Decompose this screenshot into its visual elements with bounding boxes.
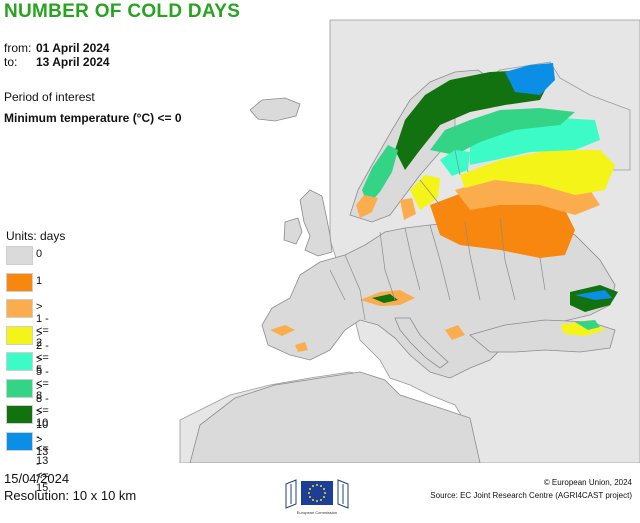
period-from: from: 01 April 2024 <box>4 41 110 55</box>
legend-label: > 2 - <= 5 <box>36 327 49 376</box>
legend-label: > 1 - <= 2 <box>36 301 49 349</box>
legend-units: Units: days <box>6 229 66 243</box>
legend-swatch <box>6 299 33 318</box>
legend-swatch <box>6 352 33 371</box>
period-to: to: 13 April 2024 <box>4 55 110 69</box>
italy <box>394 317 449 369</box>
legend-swatch <box>6 378 33 398</box>
issue-date: 15/04/2024 <box>4 471 70 486</box>
interest-label: Period of interest <box>4 90 95 104</box>
cold-days-map <box>179 19 640 463</box>
country-borders <box>329 149 546 321</box>
legend-swatch <box>6 431 33 451</box>
ireland <box>283 217 303 245</box>
legend-swatch <box>6 405 33 424</box>
legend-label: > 13 - <= 15 <box>36 433 49 494</box>
great-britain <box>299 189 333 257</box>
cold-day-fields <box>270 63 618 352</box>
legend-label: > 5 - <= 8 <box>36 354 49 402</box>
north-africa <box>189 371 481 463</box>
iceland <box>249 97 301 122</box>
from-label: from: <box>4 41 32 55</box>
logo-text: European Commission <box>297 510 337 515</box>
legend-label: > 10 - <= 13 <box>36 407 49 467</box>
source: Source: EC Joint Research Centre (AGRI4C… <box>430 491 632 500</box>
map-title: NUMBER OF COLD DAYS <box>4 1 241 22</box>
copyright: © European Union, 2024 <box>543 478 632 487</box>
to-label: to: <box>4 55 18 69</box>
to-value: 13 April 2024 <box>36 55 110 69</box>
legend-label: 0 <box>36 248 43 260</box>
legend-label: > 8 - <= 10 <box>36 380 49 429</box>
legend-label: 1 <box>36 274 43 287</box>
legend-swatch <box>6 246 33 265</box>
european-commission-logo: European Commission <box>285 479 349 515</box>
from-value: 01 April 2024 <box>36 41 110 55</box>
legend-swatch <box>6 325 33 345</box>
interest-value: Minimum temperature (°C) <= 0 <box>4 111 182 125</box>
resolution: Resolution: 10 x 10 km <box>4 488 137 503</box>
legend-swatch <box>6 272 33 292</box>
